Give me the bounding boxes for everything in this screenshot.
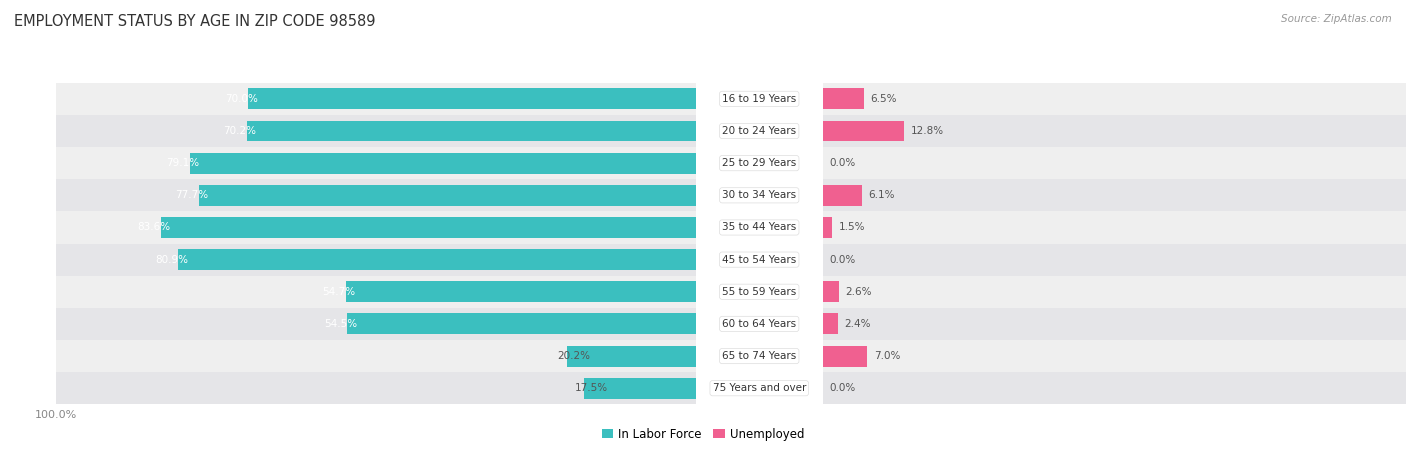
Text: 2.6%: 2.6% [845,287,872,297]
Text: 45 to 54 Years: 45 to 54 Years [723,255,796,265]
Bar [823,147,1406,179]
Text: 35 to 44 Years: 35 to 44 Years [723,222,796,232]
Bar [823,281,839,302]
Text: 55 to 59 Years: 55 to 59 Years [723,287,796,297]
Text: 0.0%: 0.0% [830,255,855,265]
Bar [823,308,1406,340]
Bar [162,217,696,238]
Text: 7.0%: 7.0% [873,351,900,361]
Bar [823,313,838,334]
Text: 20 to 24 Years: 20 to 24 Years [723,126,796,136]
Bar [823,345,868,367]
Text: 0.0%: 0.0% [830,158,855,168]
Text: 60 to 64 Years: 60 to 64 Years [723,319,796,329]
Bar [190,153,696,174]
Text: 16 to 19 Years: 16 to 19 Years [723,94,796,104]
Bar [56,115,696,147]
Bar [56,179,696,212]
Bar [56,340,696,372]
Bar [823,179,1406,212]
Bar [56,212,696,244]
Bar [56,372,696,404]
Bar [823,88,865,109]
Bar [823,115,1406,147]
Bar [823,340,1406,372]
Text: 12.8%: 12.8% [911,126,943,136]
Bar [823,83,1406,115]
Bar [56,83,696,115]
Text: EMPLOYMENT STATUS BY AGE IN ZIP CODE 98589: EMPLOYMENT STATUS BY AGE IN ZIP CODE 985… [14,14,375,28]
Bar [56,147,696,179]
Bar [247,88,696,109]
Bar [179,249,696,270]
Text: 17.5%: 17.5% [575,383,607,393]
Bar [823,217,832,238]
Text: 80.9%: 80.9% [155,255,188,265]
Legend: In Labor Force, Unemployed: In Labor Force, Unemployed [602,428,804,441]
Text: 1.5%: 1.5% [838,222,865,232]
Text: 75 Years and over: 75 Years and over [713,383,806,393]
Bar [247,120,696,142]
Bar [347,313,696,334]
Text: 54.5%: 54.5% [323,319,357,329]
Text: 70.0%: 70.0% [225,94,257,104]
Text: 25 to 29 Years: 25 to 29 Years [723,158,796,168]
Text: 70.2%: 70.2% [224,126,256,136]
Bar [823,372,1406,404]
Bar [823,185,862,206]
Text: 77.7%: 77.7% [176,190,208,200]
Text: 6.1%: 6.1% [868,190,894,200]
Bar [56,276,696,308]
Text: 30 to 34 Years: 30 to 34 Years [723,190,796,200]
Bar [198,185,696,206]
Text: 6.5%: 6.5% [870,94,897,104]
Text: 54.7%: 54.7% [322,287,356,297]
Bar [823,244,1406,276]
Bar [583,378,696,399]
Bar [823,276,1406,308]
Text: 2.4%: 2.4% [844,319,870,329]
Text: 20.2%: 20.2% [557,351,591,361]
Text: 0.0%: 0.0% [830,383,855,393]
Bar [823,120,904,142]
Text: 83.6%: 83.6% [138,222,170,232]
Bar [567,345,696,367]
Bar [56,308,696,340]
Text: 79.1%: 79.1% [166,158,200,168]
Bar [56,244,696,276]
Bar [823,212,1406,244]
Text: Source: ZipAtlas.com: Source: ZipAtlas.com [1281,14,1392,23]
Bar [346,281,696,302]
Text: 65 to 74 Years: 65 to 74 Years [723,351,796,361]
